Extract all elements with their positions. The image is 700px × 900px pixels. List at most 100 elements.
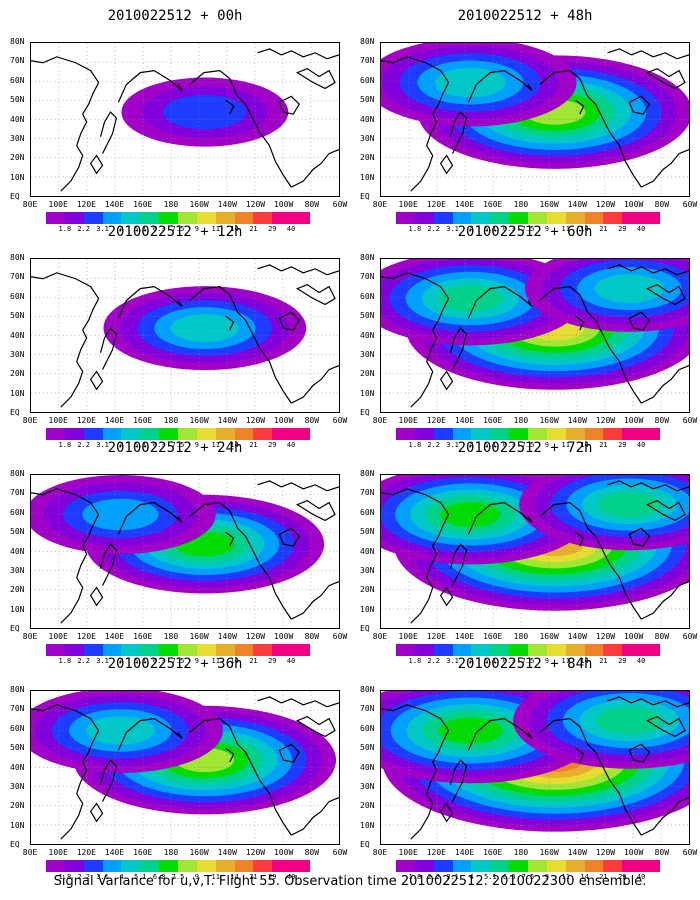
- longitude-label: 180: [513, 416, 529, 425]
- longitude-label: 120W: [245, 200, 266, 209]
- latitude-label: 70N: [360, 488, 375, 498]
- latitude-label: 60N: [360, 75, 375, 85]
- colorbar-swatch: [414, 860, 434, 872]
- colorbar-swatch: [471, 860, 491, 872]
- colorbar-label: 14: [230, 873, 239, 881]
- colorbar-swatch: [471, 644, 491, 656]
- longitude-label: 140E: [454, 200, 475, 209]
- colorbar-swatch: [509, 644, 529, 656]
- coastline: [439, 154, 454, 175]
- map-panel: 2010022512 + 24h 80N 70N 60N 50N 40N 30N 20N 10N…: [10, 434, 347, 665]
- coastline: [189, 718, 292, 836]
- coastline: [295, 67, 336, 90]
- latitude-label: 80N: [360, 469, 375, 478]
- longitude-label: 100E: [398, 848, 418, 857]
- colorbar-swatch: [272, 212, 292, 224]
- colorbar-swatch: [546, 644, 566, 656]
- latitude-label: 60N: [10, 291, 25, 301]
- latitude-label: 80N: [360, 685, 375, 694]
- latitude-label: 50N: [10, 527, 25, 537]
- latitude-label: EQ: [10, 840, 20, 849]
- longitude-label: 60W: [682, 632, 698, 641]
- coastline: [225, 99, 235, 115]
- colorbar-label: 40: [286, 657, 296, 665]
- coastline: [278, 743, 301, 763]
- colorbar-swatch: [83, 644, 103, 656]
- coastline: [257, 696, 339, 708]
- longitude-label: 160E: [483, 416, 503, 425]
- longitude-label: 100E: [48, 200, 68, 209]
- colorbar-label: 29: [618, 873, 627, 881]
- colorbar-label: 11: [561, 657, 570, 665]
- colorbar-swatch: [83, 212, 103, 224]
- colorbar-swatch: [509, 860, 529, 872]
- coastline: [607, 48, 689, 60]
- colorbar-label: 11: [211, 441, 220, 449]
- colorbar: [46, 860, 311, 872]
- coastline: [291, 797, 339, 836]
- longitude-label: 180: [513, 632, 529, 641]
- colorbar-swatch: [603, 860, 623, 872]
- longitude-label: 120W: [245, 632, 266, 641]
- colorbar-swatch: [546, 212, 566, 224]
- colorbar-swatch: [490, 428, 510, 440]
- longitude-label: 100E: [398, 416, 418, 425]
- latitude-label: EQ: [10, 624, 20, 633]
- colorbar-label: 11: [211, 225, 220, 233]
- colorbar-swatch: [584, 212, 604, 224]
- longitude-label: 120W: [595, 632, 616, 641]
- latitude-label: 30N: [10, 349, 25, 359]
- colorbar-label: 9: [544, 225, 549, 233]
- colorbar-swatch: [46, 212, 65, 224]
- longitude-label: 80W: [654, 200, 670, 209]
- colorbar-label: 2.2: [427, 657, 441, 665]
- coastline: [449, 759, 468, 802]
- colorbar-label: 2.2: [77, 225, 91, 233]
- latitude-label: 70N: [10, 704, 25, 714]
- coastline: [607, 696, 689, 708]
- longitude-label: 60W: [332, 632, 348, 641]
- latitude-label: 80N: [10, 37, 25, 46]
- colorbar-swatch: [528, 428, 547, 440]
- latitude-label: 20N: [360, 369, 375, 379]
- coastline: [291, 581, 339, 620]
- colorbar-swatch: [121, 212, 141, 224]
- longitude-label: 140W: [217, 416, 237, 425]
- colorbar-swatch: [622, 212, 642, 224]
- colorbar-label: 7.5: [171, 225, 185, 233]
- longitude-label: 120E: [426, 632, 446, 641]
- colorbar-label: 5.1: [483, 657, 497, 665]
- colorbar-label: 7.5: [521, 441, 535, 449]
- colorbar-label: 11: [561, 441, 570, 449]
- longitude-label: 120E: [76, 632, 96, 641]
- coastline: [117, 718, 183, 751]
- longitude-label: 80E: [372, 848, 388, 857]
- coastline: [645, 499, 686, 522]
- colorbar-label: 9: [544, 873, 549, 881]
- colorbar-label: 11: [211, 657, 220, 665]
- colorbar-label: 21: [249, 225, 258, 233]
- panel-title: 2010022512 + 48h: [457, 8, 593, 24]
- longitude-label: 140W: [567, 416, 587, 425]
- colorbar-labels: 1.8 2.2 3.1 4 5.1 6.3 7.5 9 11 14 21 29 40: [396, 226, 660, 236]
- colorbar-swatch: [46, 860, 65, 872]
- map-area: [380, 42, 690, 197]
- coastline: [575, 531, 585, 547]
- latitude-label: 60N: [360, 507, 375, 517]
- colorbar-label: 2.2: [427, 225, 441, 233]
- longitude-label: 160E: [133, 200, 153, 209]
- map-panel: 2010022512 + 48h 80N 70N 60N 50N 40N 30N 20N 10N…: [360, 2, 697, 233]
- coastline: [381, 704, 450, 840]
- coastline: [645, 715, 686, 738]
- colorbar-label: 3.1: [446, 657, 459, 665]
- colorbar-label: 5.1: [483, 873, 497, 881]
- colorbar-label: 3.1: [96, 873, 109, 881]
- coastline: [117, 286, 183, 319]
- coastline: [99, 111, 118, 154]
- panel-title: 2010022512 + 00h: [107, 8, 243, 24]
- latitude-label: 40N: [10, 762, 25, 772]
- longitude-label: 160W: [539, 200, 559, 209]
- longitude-label: 140W: [567, 632, 587, 641]
- colorbar-label: 3.1: [96, 225, 109, 233]
- coastline: [439, 370, 454, 391]
